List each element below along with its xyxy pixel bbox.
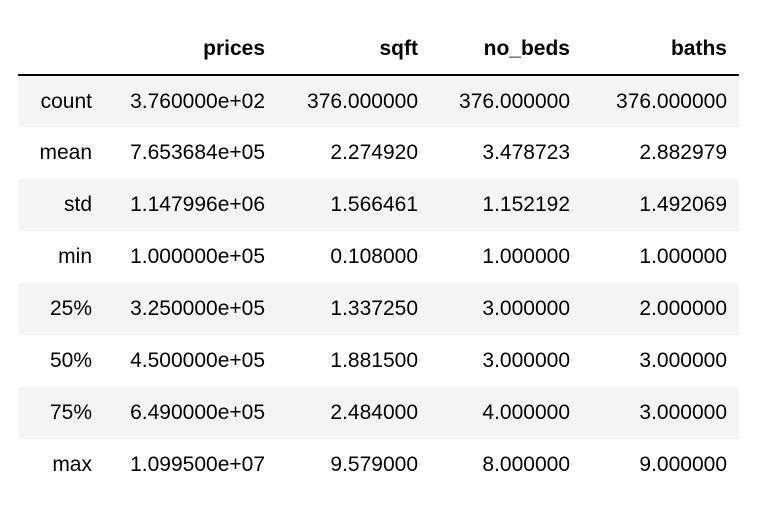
cell-baths: 1.492069 (639, 193, 727, 216)
cell-no-beds: 1.000000 (482, 245, 570, 268)
table-row: 75% 6.490000e+05 2.484000 4.000000 3.000… (18, 387, 739, 439)
row-index: count (40, 89, 92, 113)
cell-baths: 9.000000 (639, 453, 727, 476)
header-prices: prices (104, 24, 277, 76)
row-index: min (58, 245, 92, 268)
table-row: 25% 3.250000e+05 1.337250 3.000000 2.000… (18, 283, 739, 335)
header-row: prices sqft no_beds baths (18, 24, 739, 76)
row-index: mean (39, 141, 92, 164)
header-index (18, 24, 104, 76)
cell-no-beds: 3.478723 (482, 141, 570, 164)
cell-sqft: 0.108000 (330, 245, 418, 268)
cell-prices: 4.500000e+05 (130, 349, 265, 372)
table-row: std 1.147996e+06 1.566461 1.152192 1.492… (18, 179, 739, 231)
table-header: prices sqft no_beds baths (18, 24, 739, 76)
table-row: 50% 4.500000e+05 1.881500 3.000000 3.000… (18, 335, 739, 387)
cell-sqft: 9.579000 (330, 453, 418, 476)
header-no-beds: no_beds (430, 24, 582, 76)
cell-prices: 3.250000e+05 (130, 297, 265, 320)
table-row: count 3.760000e+02 376.000000 376.000000… (18, 75, 739, 127)
cell-sqft: 1.566461 (330, 193, 418, 216)
row-index: 50% (49, 349, 92, 372)
cell-no-beds: 376.000000 (459, 89, 570, 113)
table-body: count 3.760000e+02 376.000000 376.000000… (18, 75, 739, 491)
row-index: std (63, 193, 92, 216)
cell-sqft: 376.000000 (307, 89, 418, 113)
table-row: mean 7.653684e+05 2.274920 3.478723 2.88… (18, 127, 739, 179)
cell-prices: 6.490000e+05 (130, 401, 265, 424)
cell-sqft: 1.337250 (330, 297, 418, 320)
cell-no-beds: 3.000000 (482, 349, 570, 372)
cell-baths: 376.000000 (616, 89, 727, 113)
cell-baths: 3.000000 (639, 401, 727, 424)
table-row: max 1.099500e+07 9.579000 8.000000 9.000… (18, 439, 739, 491)
cell-prices: 3.760000e+02 (130, 89, 265, 113)
cell-sqft: 2.274920 (330, 141, 418, 164)
cell-prices: 1.099500e+07 (130, 453, 265, 476)
row-index: max (52, 453, 92, 476)
cell-prices: 1.000000e+05 (130, 245, 265, 268)
cell-sqft: 1.881500 (330, 349, 418, 372)
cell-prices: 1.147996e+06 (130, 193, 265, 216)
header-baths: baths (582, 24, 739, 76)
cell-no-beds: 1.152192 (482, 193, 570, 216)
row-index: 25% (49, 297, 92, 320)
row-index: 75% (49, 401, 92, 424)
cell-baths: 1.000000 (639, 245, 727, 268)
cell-prices: 7.653684e+05 (130, 141, 265, 164)
cell-no-beds: 3.000000 (482, 297, 570, 320)
cell-no-beds: 4.000000 (482, 401, 570, 424)
cell-sqft: 2.484000 (330, 401, 418, 424)
cell-baths: 3.000000 (639, 349, 727, 372)
cell-baths: 2.882979 (639, 141, 727, 164)
table-row: min 1.000000e+05 0.108000 1.000000 1.000… (18, 231, 739, 283)
cell-no-beds: 8.000000 (482, 453, 570, 476)
cell-baths: 2.000000 (639, 297, 727, 320)
header-sqft: sqft (277, 24, 430, 76)
describe-table: prices sqft no_beds baths count 3.760000… (18, 24, 739, 491)
